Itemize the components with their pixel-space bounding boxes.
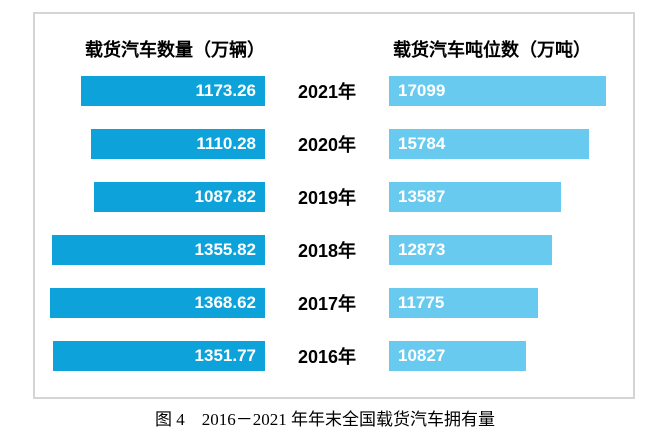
tonnage-bar: 12873 [389, 234, 552, 265]
tonnage-bar: 10827 [389, 340, 526, 371]
truck-count-value-label: 1355.82 [194, 239, 256, 259]
right-bar-zone: 15784 [389, 128, 633, 159]
chart-row: 1087.82 2019年 13587 [35, 170, 633, 223]
right-bar-zone: 17099 [389, 75, 633, 106]
chart-row: 1351.77 2016年 10827 [35, 329, 633, 382]
left-bar-zone: 1368.62 [45, 287, 265, 318]
left-bar-zone: 1110.28 [45, 128, 265, 159]
left-axis-header: 载货汽车数量（万辆） [85, 40, 265, 60]
left-bar-zone: 1355.82 [45, 234, 265, 265]
chart-row: 1173.26 2021年 17099 [35, 64, 633, 117]
right-bar-zone: 13587 [389, 181, 633, 212]
year-label: 2021年 [297, 81, 357, 102]
left-bar-zone: 1087.82 [45, 181, 265, 212]
truck-count-value-label: 1173.26 [195, 80, 256, 100]
tonnage-value-label: 15784 [398, 133, 446, 153]
chart-rows: 1173.26 2021年 17099 1110.28 2020年 15784 1087.8… [35, 64, 633, 382]
tonnage-value-label: 13587 [398, 186, 446, 206]
truck-count-value-label: 1110.28 [196, 133, 256, 153]
tonnage-value-label: 10827 [398, 345, 446, 365]
truck-count-bar: 1173.26 [81, 75, 265, 106]
header-spacer [269, 38, 393, 62]
right-bar-zone: 12873 [389, 234, 633, 265]
figure-caption: 图 4 2016－2021 年年末全国载货汽车拥有量 [155, 410, 495, 429]
truck-count-bar: 1087.82 [94, 181, 265, 212]
tonnage-bar: 17099 [389, 75, 606, 106]
tonnage-value-label: 12873 [398, 239, 446, 259]
chart-headers: 载货汽车数量（万辆） 载货汽车吨位数（万吨） [35, 38, 633, 62]
left-bar-zone: 1351.77 [45, 340, 265, 371]
chart-row: 1368.62 2017年 11775 [35, 276, 633, 329]
truck-count-bar: 1110.28 [91, 128, 265, 159]
tonnage-bar: 11775 [389, 287, 538, 318]
chart-row: 1110.28 2020年 15784 [35, 117, 633, 170]
year-label: 2019年 [297, 187, 357, 208]
truck-count-value-label: 1351.77 [194, 345, 256, 365]
year-label: 2017年 [297, 293, 357, 314]
truck-count-value-label: 1368.62 [194, 292, 256, 312]
chart-figure: 载货汽车数量（万辆） 载货汽车吨位数（万吨） 1173.26 2021年 17099… [33, 12, 635, 399]
year-label: 2016年 [297, 346, 357, 367]
right-axis-header: 载货汽车吨位数（万吨） [393, 40, 591, 60]
left-bar-zone: 1173.26 [45, 75, 265, 106]
tonnage-bar: 15784 [389, 128, 589, 159]
right-bar-zone: 11775 [389, 287, 633, 318]
tonnage-value-label: 11775 [398, 292, 445, 312]
truck-count-bar: 1368.62 [50, 287, 265, 318]
chart-row: 1355.82 2018年 12873 [35, 223, 633, 276]
truck-count-bar: 1351.77 [53, 340, 265, 371]
truck-count-bar: 1355.82 [52, 234, 265, 265]
year-label: 2020年 [297, 134, 357, 155]
right-bar-zone: 10827 [389, 340, 633, 371]
year-label: 2018年 [297, 240, 357, 261]
tonnage-bar: 13587 [389, 181, 561, 212]
tonnage-value-label: 17099 [398, 80, 446, 100]
truck-count-value-label: 1087.82 [194, 186, 256, 206]
